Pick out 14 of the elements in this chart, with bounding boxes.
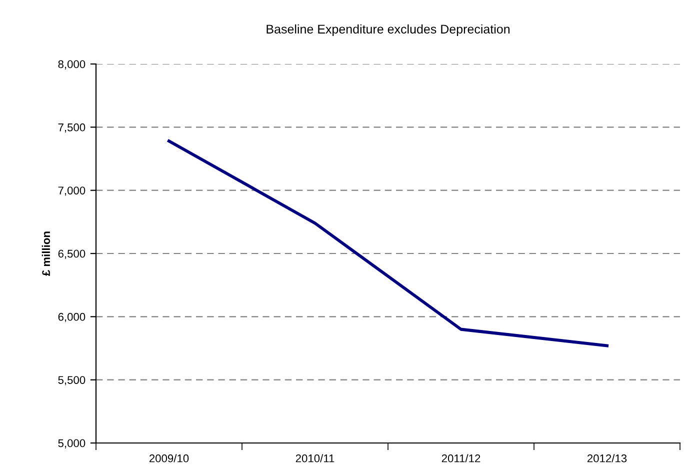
y-tick-label: 6,000 bbox=[58, 312, 86, 322]
x-tick-label: 2010/11 bbox=[296, 454, 334, 462]
y-tick-label: 8,000 bbox=[58, 60, 86, 70]
x-tick-label: 2012/13 bbox=[587, 454, 627, 462]
x-tick-label: 2009/10 bbox=[149, 454, 189, 462]
y-tick-label: 7,500 bbox=[58, 123, 86, 133]
y-tick-label: 5,000 bbox=[58, 439, 86, 448]
line-series bbox=[167, 140, 609, 348]
y-tick-label: 7,000 bbox=[58, 186, 86, 196]
y-tick-label: 5,500 bbox=[58, 376, 86, 386]
chart-title: Baseline Expenditure excludes Depreciation bbox=[266, 24, 510, 36]
x-tick-label: 2011/12 bbox=[442, 454, 480, 462]
y-axis-title: £ million bbox=[42, 232, 50, 276]
y-tick-label: 6,500 bbox=[58, 250, 86, 259]
